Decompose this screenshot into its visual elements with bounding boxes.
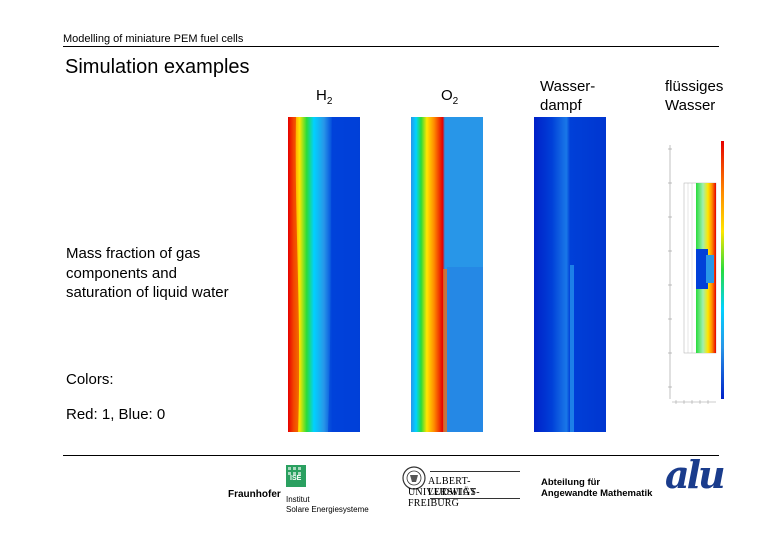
column-label-o2-main: O [441, 87, 453, 104]
fraunhofer-wordmark: Fraunhofer [228, 489, 281, 500]
math-department-line1: Abteilung für [541, 477, 601, 488]
h2-mass-fraction-plot [288, 117, 360, 432]
color-scale-legend: Red: 1, Blue: 0 [66, 406, 166, 423]
fraunhofer-badge-label: ISE [290, 475, 302, 482]
column-label-h2: H2 [316, 86, 332, 111]
column-label-o2: O2 [441, 86, 458, 111]
freiburg-rule-bottom [430, 498, 520, 499]
colors-label: Colors: [66, 371, 114, 388]
plot-description: Mass fraction of gas components and satu… [66, 245, 229, 301]
freiburg-rule-top [430, 471, 520, 472]
university-seal-icon [402, 466, 426, 490]
column-label-o2-sub: 2 [452, 96, 459, 107]
o2-mass-fraction-plot [411, 117, 483, 432]
slide-title: Simulation examples [65, 56, 250, 78]
freiburg-name-line1: ALBERT-LUDWIGS- [428, 476, 480, 498]
math-department-line2: Angewandte Mathematik [541, 488, 653, 499]
header-divider [63, 46, 719, 47]
fraunhofer-ise-logo: ISE Fraunhofer Institut Solare Energiesy… [228, 462, 378, 522]
math-department-label: Abteilung für Angewandte Mathematik [541, 477, 652, 499]
slide-header: Modelling of miniature PEM fuel cells [63, 33, 244, 45]
liquid-water-saturation-plot [668, 141, 724, 404]
column-label-wasserdampf: Wasser- dampf [540, 78, 596, 114]
institut-name: Solare Energiesysteme [286, 505, 369, 514]
institut-label: Institut [286, 495, 310, 504]
fraunhofer-ise-grid-icon [286, 465, 306, 487]
column-label-h2-sub: 2 [326, 96, 333, 107]
freiburg-university-logo: ALBERT-LUDWIGS- UNIVERSITÄT FREIBURG [402, 464, 522, 509]
alu-logo: alu [665, 452, 726, 500]
alu-wordmark: alu [665, 452, 726, 497]
freiburg-name-line2: UNIVERSITÄT FREIBURG [408, 487, 477, 509]
column-label-h2-main: H [316, 87, 327, 104]
column-label-fluessiges-wasser: flüssiges Wasser [665, 78, 724, 114]
water-vapor-mass-fraction-plot [534, 117, 606, 432]
footer-divider [63, 455, 719, 456]
